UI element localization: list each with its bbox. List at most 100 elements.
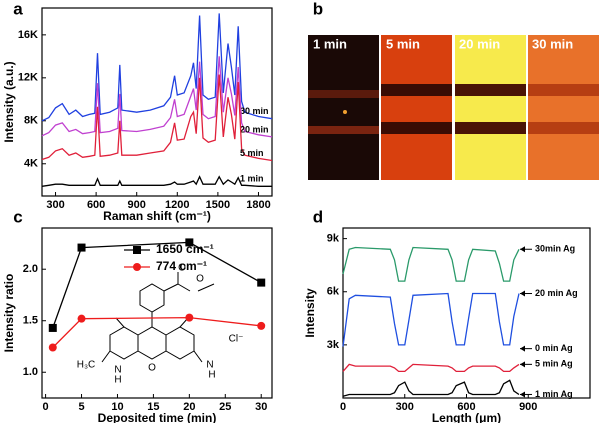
tile-band [308, 90, 379, 98]
x-axis-title: Length (μm) [432, 411, 501, 423]
panel-letter: c [13, 207, 22, 226]
y-axis-title: Intensity ratio [2, 274, 16, 353]
x-tick-label: 0 [43, 401, 49, 413]
plot-frame [41, 7, 273, 197]
marker [77, 314, 86, 323]
marker [185, 313, 194, 322]
x-tick-label: 900 [128, 199, 146, 211]
x-tick-label: 1200 [165, 199, 189, 211]
arrow-head [520, 391, 525, 398]
y-tick-label: 6k [327, 286, 340, 298]
tile-band [308, 126, 379, 134]
tile-30 [528, 35, 599, 180]
marker [48, 323, 57, 332]
x-tick-label: 10 [111, 401, 123, 413]
series-line [342, 379, 520, 397]
bond [115, 317, 125, 328]
ring [139, 283, 165, 313]
series-line [41, 175, 272, 187]
molecule-label: O [148, 363, 156, 374]
x-tick-label: 300 [396, 401, 414, 413]
tile-label: 30 min [532, 36, 573, 51]
series-label: 1 min [240, 174, 264, 184]
legend-label: 1650 cm⁻¹ [156, 242, 214, 256]
x-tick-label: 5 [78, 401, 84, 413]
arrow-head [520, 290, 525, 297]
molecule [101, 272, 215, 363]
tile-band [381, 122, 452, 134]
series-line [342, 363, 520, 373]
tile-band [528, 84, 599, 96]
bond [197, 283, 215, 292]
series-label: 1 min Ag [535, 389, 573, 399]
x-axis-title: Deposited time (min) [98, 411, 217, 423]
y-tick-label: 1.5 [23, 315, 38, 327]
bond [101, 350, 111, 363]
series-line [41, 74, 273, 162]
molecule-label: N [206, 360, 213, 371]
molecule-label: O [196, 274, 204, 285]
tile-1 [308, 35, 379, 180]
tile-label: 5 min [386, 36, 420, 51]
annotation: 0 min Ag [535, 343, 573, 353]
panel-letter: b [313, 0, 323, 18]
ring [165, 326, 195, 360]
marker [48, 343, 57, 352]
arrow-head [520, 345, 525, 352]
panel-letter: d [313, 207, 323, 226]
y-tick-label: 2.0 [23, 263, 38, 275]
series-line [52, 316, 262, 348]
y-tick-label: 8K [24, 115, 38, 127]
marker [257, 278, 266, 287]
y-tick-label: 12K [18, 72, 38, 84]
x-tick-label: 900 [519, 401, 537, 413]
molecule-label: Cl⁻ [229, 334, 244, 345]
x-tick-label: 25 [219, 401, 231, 413]
x-tick-label: 1500 [206, 199, 230, 211]
tile-label: 1 min [313, 36, 347, 51]
y-tick-label: 9k [327, 233, 340, 245]
tile-label: 20 min [459, 36, 500, 51]
tile-20 [455, 35, 526, 180]
molecule-label: H₃C [77, 360, 96, 371]
y-tick-label: 3k [327, 339, 340, 351]
y-axis-title: Intensity (a.u.) [2, 61, 16, 142]
x-tick-label: 20 [183, 401, 195, 413]
bond [193, 350, 203, 363]
molecule-label: N [114, 365, 121, 376]
bond [177, 283, 191, 292]
tile-band [528, 122, 599, 134]
y-tick-label: 4K [24, 158, 38, 170]
series-line [342, 246, 520, 282]
x-tick-label: 1800 [246, 199, 270, 211]
x-tick-label: 15 [147, 401, 159, 413]
bond [163, 283, 179, 292]
series-line [342, 292, 520, 347]
tile-spot [343, 110, 347, 114]
y-tick-label: 1.0 [23, 366, 38, 378]
molecule-label: H [114, 375, 121, 386]
image-tiles [308, 35, 599, 180]
marker [77, 243, 86, 252]
legend-label: 774 cm⁻¹ [156, 259, 207, 273]
y-tick-label: 16K [18, 29, 38, 41]
x-tick-label: 300 [46, 199, 64, 211]
legend-marker [133, 263, 141, 271]
series-label: 30min Ag [535, 244, 575, 254]
series-label: 30 min [240, 106, 269, 116]
arrow-head [520, 246, 525, 253]
ring [109, 326, 139, 360]
x-tick-label: 600 [87, 199, 105, 211]
series-line [41, 13, 273, 122]
plot-frame [41, 227, 273, 399]
x-tick-label: 30 [255, 401, 267, 413]
panel-letter: a [13, 0, 23, 18]
x-tick-label: 600 [457, 401, 475, 413]
tile-5 [381, 35, 452, 180]
marker [185, 238, 194, 247]
legend-marker [133, 246, 141, 254]
molecule-label: O [178, 263, 186, 274]
series-label: 5 min [240, 148, 264, 158]
tile-band [381, 84, 452, 96]
